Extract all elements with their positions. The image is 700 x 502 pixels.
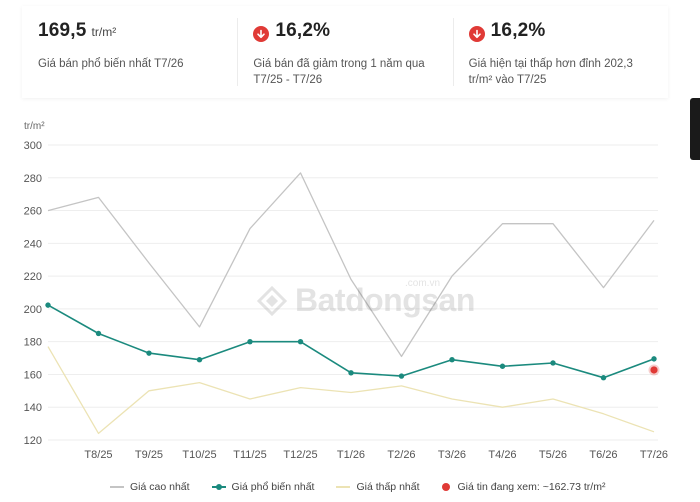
x-tick-label: T3/26 [438, 449, 466, 461]
data-point[interactable] [196, 356, 203, 363]
chart-axes: tr/m² 120 140 160 180 200 220 240 260 280 300 T8/25… [24, 121, 668, 461]
x-tick-label: T10/25 [182, 449, 216, 461]
data-point[interactable] [398, 373, 405, 379]
legend-item-highest[interactable]: Giá cao nhất [110, 481, 190, 493]
y-tick-label: 200 [24, 304, 42, 316]
series-line [47, 346, 655, 435]
x-tick-label: T6/26 [589, 449, 617, 461]
legend-swatch [110, 486, 124, 488]
legend-swatch [211, 484, 226, 490]
chart-grid [48, 144, 658, 441]
x-tick-label: T7/26 [640, 449, 668, 461]
data-point[interactable] [95, 330, 102, 337]
stat-unit: tr/m² [91, 25, 117, 39]
arrow-down-icon [468, 26, 485, 42]
legend-dot [441, 483, 450, 491]
chart-legend: Giá cao nhất Giá phổ biến nhất Giá thấp … [110, 478, 627, 496]
x-tick-label: T1/26 [337, 449, 365, 461]
x-tick-label: T12/25 [283, 449, 317, 461]
data-point[interactable] [550, 360, 556, 366]
legend-label: Giá phổ biến nhất [231, 481, 315, 493]
y-tick-label: 140 [24, 402, 42, 414]
stat-value: 169,5 [38, 20, 87, 41]
stat-value: 16,2% [275, 20, 331, 41]
y-tick-label: 180 [24, 337, 42, 349]
legend-item-current-listing[interactable]: Giá tin đang xem: ~162.73 tr/m² [441, 481, 606, 493]
x-tick-label: T11/25 [233, 449, 266, 461]
legend-item-common[interactable]: Giá phổ biến nhất [211, 481, 315, 493]
legend-label: Giá tin đang xem: ~162.73 tr/m² [457, 481, 606, 493]
legend-label: Giá cao nhất [130, 481, 190, 493]
stats-panel: 169,5 tr/m² Giá bán phổ biến nhất T7/26 … [22, 6, 668, 98]
y-tick-label: 300 [24, 140, 42, 152]
data-point[interactable] [651, 356, 657, 362]
data-point[interactable] [348, 370, 354, 376]
y-tick-label: 240 [24, 238, 42, 250]
current-listing-point[interactable] [650, 366, 658, 374]
arrow-down-icon [253, 26, 270, 42]
y-tick-label: 280 [24, 173, 42, 185]
data-point[interactable] [600, 375, 607, 381]
stat-label: Giá bán phổ biến nhất T7/26 [38, 58, 184, 70]
x-tick-label: T9/25 [135, 449, 163, 461]
series-line [47, 172, 655, 358]
legend-item-lowest[interactable]: Giá thấp nhất [336, 481, 420, 493]
y-tick-label: 120 [24, 435, 42, 447]
page-edge-tab [690, 98, 700, 160]
x-tick-label: T8/25 [84, 449, 112, 461]
y-tick-label: 160 [24, 369, 42, 381]
stat-below-peak: 16,2% Giá hiện tại thấp hơn đỉnh 202,3 t… [452, 6, 668, 98]
x-tick-label: T2/26 [387, 449, 415, 461]
stat-yearly-change: 16,2% Giá bán đã giảm trong 1 năm qua T7… [237, 6, 452, 98]
data-point[interactable] [45, 302, 51, 308]
data-point[interactable] [449, 356, 455, 363]
legend-label: Giá thấp nhất [356, 481, 420, 493]
data-point[interactable] [247, 338, 253, 345]
data-point[interactable] [146, 350, 152, 356]
x-tick-label: T5/26 [539, 449, 567, 461]
data-point[interactable] [297, 338, 304, 345]
stat-value: 16,2% [490, 20, 546, 41]
stat-label: Giá bán đã giảm trong 1 năm qua T7/25 - … [253, 58, 425, 86]
chart-series [45, 172, 660, 435]
legend-swatch [336, 486, 351, 488]
y-tick-label: 260 [24, 206, 42, 218]
data-point[interactable] [499, 363, 506, 369]
stat-common-price: 169,5 tr/m² Giá bán phổ biến nhất T7/26 [22, 6, 237, 98]
y-tick-label: 220 [24, 271, 42, 283]
stat-label: Giá hiện tại thấp hơn đỉnh 202,3 tr/m² v… [468, 58, 633, 86]
x-tick-label: T4/26 [488, 449, 516, 461]
y-axis-unit: tr/m² [24, 121, 45, 132]
